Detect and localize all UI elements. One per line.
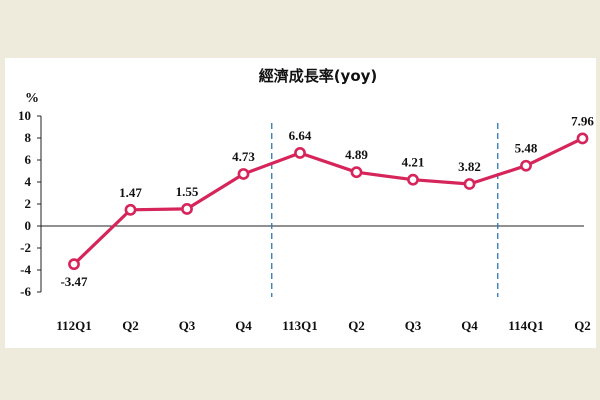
x-tick-label: Q4 — [461, 318, 478, 333]
x-tick-label: 114Q1 — [508, 318, 543, 333]
data-point-marker — [520, 159, 532, 172]
y-tick-label: -2 — [20, 240, 31, 255]
data-label: 3.82 — [458, 159, 481, 174]
data-label: 4.89 — [345, 147, 368, 162]
y-tick-label: 8 — [25, 130, 32, 145]
data-label: -3.47 — [60, 274, 88, 289]
data-point-marker — [124, 203, 137, 216]
x-tick-label: Q3 — [179, 318, 196, 333]
y-tick-label: 0 — [25, 218, 32, 233]
data-point-marker — [294, 147, 306, 159]
data-point-marker — [237, 168, 250, 180]
y-tick-label: 10 — [18, 108, 31, 123]
y-axis-unit: % — [25, 91, 39, 106]
data-label: 1.55 — [176, 184, 199, 199]
y-tick-label: 4 — [25, 174, 32, 189]
y-tick-label: 2 — [25, 196, 32, 211]
x-tick-label: Q2 — [122, 318, 139, 333]
x-tick-label: Q2 — [348, 318, 365, 333]
data-label: 4.73 — [232, 149, 255, 164]
x-tick-label: 113Q1 — [282, 318, 317, 333]
y-tick-label: -6 — [20, 284, 31, 299]
x-tick-label: Q4 — [235, 318, 252, 333]
chart-title: 經濟成長率(yoy) — [259, 67, 378, 85]
data-point-marker — [350, 166, 363, 179]
data-point-marker — [181, 203, 193, 215]
data-label: 6.64 — [289, 128, 312, 143]
data-point-marker — [576, 132, 589, 145]
y-tick-label: -4 — [20, 262, 31, 277]
data-point-marker — [463, 178, 476, 190]
data-label: 4.21 — [402, 155, 425, 170]
data-label: 7.96 — [571, 113, 594, 128]
data-label: 1.47 — [119, 185, 142, 200]
series-line — [72, 136, 584, 266]
x-tick-label: Q3 — [405, 318, 422, 333]
x-tick-label: 112Q1 — [56, 318, 91, 333]
y-tick-label: 6 — [25, 152, 32, 167]
data-point-marker — [407, 173, 419, 186]
data-label: 5.48 — [515, 141, 538, 156]
x-tick-label: Q2 — [574, 318, 591, 333]
data-point-marker — [68, 258, 80, 271]
